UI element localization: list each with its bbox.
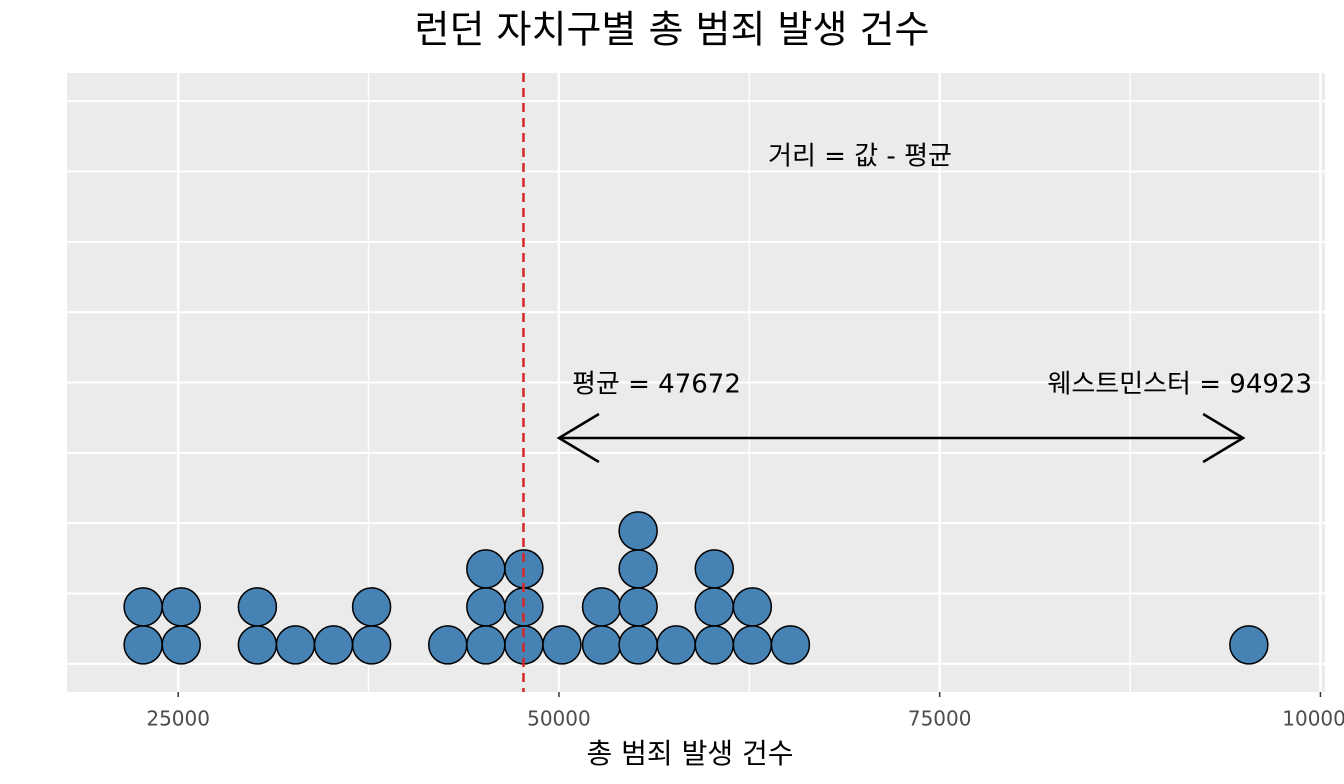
x-tick-label: 100000	[1282, 707, 1344, 731]
dot	[123, 625, 163, 665]
dot	[351, 587, 392, 627]
dot	[618, 625, 658, 665]
dot	[770, 625, 811, 665]
dot	[618, 549, 658, 589]
dot	[1229, 625, 1269, 665]
dot	[581, 587, 622, 627]
dot	[656, 625, 696, 665]
mean-label: 평균 = 47672	[572, 370, 741, 400]
dot	[237, 625, 278, 665]
dot	[123, 587, 163, 627]
dot	[237, 587, 278, 627]
dot	[466, 625, 506, 665]
dot	[351, 625, 392, 665]
x-tick-label: 75000	[908, 707, 972, 731]
dot	[313, 625, 354, 665]
dot	[466, 587, 506, 627]
dot	[694, 549, 735, 589]
dot	[694, 587, 735, 627]
arrow-head	[1202, 412, 1246, 464]
x-axis-label: 총 범죄 발생 건수	[586, 737, 793, 770]
dot	[161, 625, 201, 665]
x-tick-label: 50000	[527, 707, 591, 731]
dot	[428, 625, 468, 665]
dot	[732, 587, 773, 627]
dot	[161, 587, 201, 627]
dot	[581, 625, 622, 665]
arrow-label: 웨스트민스터 = 94923	[1047, 370, 1312, 400]
dot	[618, 587, 658, 627]
dot	[542, 625, 582, 665]
dot	[618, 511, 658, 551]
dot	[275, 625, 316, 665]
dot	[732, 625, 773, 665]
x-tick-label: 25000	[146, 707, 210, 731]
annotation: 거리 = 값 - 평균	[768, 142, 952, 172]
arrow-head	[556, 412, 600, 464]
dot	[466, 549, 506, 589]
chart-title: 런던 자치구별 총 범죄 발생 건수	[415, 8, 930, 52]
dot	[694, 625, 735, 665]
